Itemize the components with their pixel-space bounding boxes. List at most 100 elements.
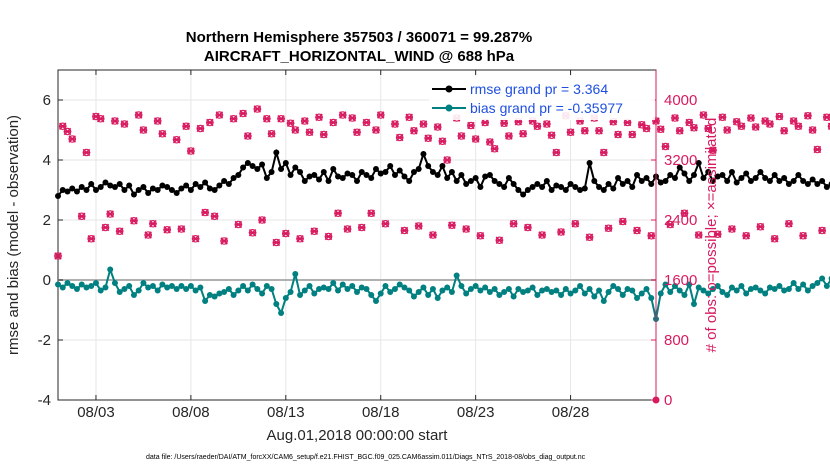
obs-assimilated-point xyxy=(177,225,186,233)
rmse-point xyxy=(681,170,688,177)
obs-assimilated-point xyxy=(599,148,608,157)
obs-assimilated-point xyxy=(827,122,830,131)
bias-point xyxy=(130,292,137,298)
rmse-point xyxy=(634,172,641,178)
rmse-point xyxy=(425,163,432,169)
bias-point xyxy=(752,284,759,291)
obs-assimilated-point xyxy=(804,111,812,120)
data-file-footer: data file: /Users/raeder/DAI/ATM_forcXX/… xyxy=(146,454,586,461)
rmse-point xyxy=(259,161,266,168)
obs-assimilated-point xyxy=(462,225,470,233)
left-y-axis-label: rmse and bias (model - observation) xyxy=(5,115,22,355)
bias-point xyxy=(804,287,811,294)
bias-point xyxy=(363,286,370,292)
rmse-point xyxy=(577,187,584,193)
obs-assimilated-point xyxy=(694,231,703,239)
obs-assimilated-point xyxy=(291,126,300,134)
rmse-point xyxy=(159,182,166,189)
bias-point xyxy=(240,283,247,289)
legend-bias-marker xyxy=(445,104,453,112)
rmse-point xyxy=(278,166,285,172)
bias-point xyxy=(111,280,118,286)
bias-point xyxy=(591,293,598,300)
bias-point xyxy=(320,284,327,291)
bias-point xyxy=(524,287,531,294)
rmse-point xyxy=(804,181,811,187)
rmse-point xyxy=(130,191,137,198)
right-y-tick-label: 1600 xyxy=(664,272,697,289)
rmse-point xyxy=(671,175,678,181)
obs-assimilated-point xyxy=(813,145,822,154)
obs-assimilated-point xyxy=(319,130,328,139)
bias-point xyxy=(548,289,555,295)
obs-assimilated-point xyxy=(144,231,152,239)
bias-point xyxy=(515,286,522,292)
obs-assimilated-point xyxy=(343,225,352,233)
obs-assimilated-point xyxy=(277,114,285,123)
bias-point xyxy=(738,283,745,289)
rmse-point xyxy=(543,178,550,184)
legend-rmse-label: rmse grand pr = 3.364 xyxy=(470,81,608,97)
obs-assimilated-point xyxy=(139,126,148,134)
bias-point xyxy=(97,287,104,294)
bias-point xyxy=(316,286,323,292)
obs-assimilated-point xyxy=(191,234,200,243)
rmse-point xyxy=(111,184,118,190)
bias-point xyxy=(92,280,99,286)
bias-point xyxy=(382,283,389,289)
obs-assimilated-point xyxy=(258,216,266,224)
bias-point xyxy=(790,280,797,286)
left-y-axis-ticks: -4 -2 0 2 4 6 xyxy=(38,92,63,409)
rmse-point xyxy=(64,188,71,195)
x-tick-label: 08/08 xyxy=(172,404,210,421)
rmse-point xyxy=(605,181,612,187)
bias-point xyxy=(681,292,688,298)
rmse-point xyxy=(819,178,826,184)
rmse-point xyxy=(553,182,560,189)
rmse-point xyxy=(311,172,318,178)
bias-point xyxy=(387,289,394,295)
rmse-point xyxy=(686,178,693,184)
rmse-point xyxy=(529,184,536,190)
bias-point xyxy=(202,298,209,304)
rmse-point xyxy=(154,187,161,193)
obs-assimilated-point xyxy=(419,120,428,128)
obs-assimilated-point xyxy=(661,142,670,151)
x-axis-ticks: 08/03 08/08 08/13 08/18 08/23 08/28 xyxy=(77,70,589,421)
bias-point xyxy=(244,287,251,294)
rmse-point xyxy=(800,178,807,184)
rmse-point xyxy=(387,163,394,169)
bias-point xyxy=(391,286,398,292)
rmse-point xyxy=(434,172,441,178)
chart-title-line1: Northern Hemisphere 357503 / 360071 = 99… xyxy=(186,29,532,46)
bias-point xyxy=(107,266,114,273)
right-y-tick-label: 0 xyxy=(664,392,672,409)
bias-point xyxy=(173,286,180,292)
bias-point xyxy=(287,289,294,295)
obs-assimilated-point xyxy=(557,228,565,236)
obs-assimilated-point xyxy=(158,129,167,138)
obs-assimilated-point xyxy=(300,117,309,125)
rmse-point xyxy=(316,176,323,183)
obs-assimilated-point xyxy=(543,120,551,128)
bias-point xyxy=(534,292,541,298)
x-axis-label: Aug.01,2018 00:00:00 start xyxy=(267,427,449,444)
bias-point xyxy=(273,301,280,307)
obs-assimilated-point xyxy=(77,212,86,221)
obs-assimilated-point xyxy=(671,114,679,122)
obs-assimilated-point xyxy=(353,128,361,137)
rmse-point xyxy=(282,160,289,166)
obs-assimilated-point xyxy=(728,225,736,233)
obs-assimilated-point xyxy=(770,234,779,243)
rmse-point xyxy=(515,187,522,193)
rmse-point xyxy=(240,164,247,171)
obs-assimilated-point xyxy=(505,132,513,140)
rmse-point xyxy=(733,179,740,186)
obs-assimilated-point xyxy=(666,220,675,229)
rmse-point xyxy=(477,184,484,190)
rmse-point xyxy=(349,172,356,178)
rmse-point xyxy=(263,175,270,181)
obs-assimilated-point xyxy=(566,128,575,137)
